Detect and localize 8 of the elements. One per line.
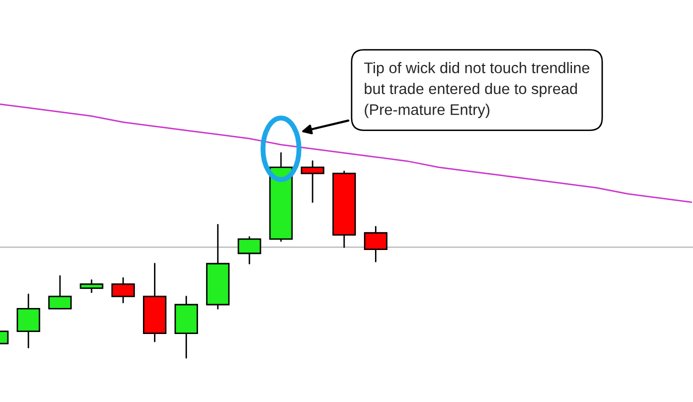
candlestick xyxy=(111,277,135,304)
candlestick xyxy=(300,160,324,203)
text: Tip of wick did not touch trendline but trade entered due to spread (Pre-mature Entry) xyxy=(364,62,590,118)
candlestick xyxy=(80,279,104,294)
candlestick xyxy=(48,275,72,310)
candlestick xyxy=(364,226,388,262)
candlestick xyxy=(238,236,262,264)
candlestick xyxy=(16,294,40,348)
